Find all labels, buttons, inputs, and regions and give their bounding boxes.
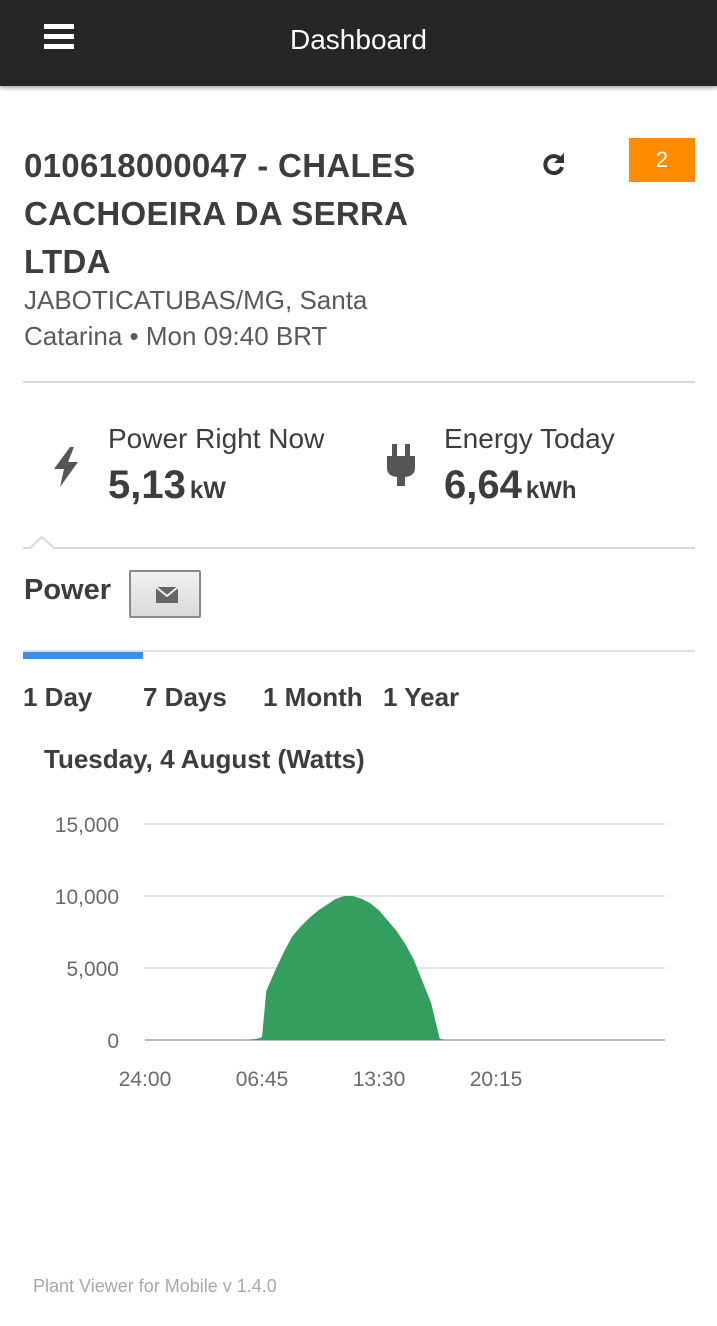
- email-report-button[interactable]: [129, 570, 201, 618]
- x-tick-label: 06:45: [236, 1068, 289, 1091]
- active-tab-indicator: [23, 652, 143, 659]
- selection-caret: [30, 535, 54, 549]
- energy-today-label: Energy Today: [444, 423, 615, 454]
- energy-today-unit: kWh: [525, 477, 577, 504]
- y-tick-label: 10,000: [55, 886, 119, 909]
- power-plug-icon: [387, 444, 415, 491]
- lightning-bolt-icon: [50, 447, 82, 492]
- power-now-label: Power Right Now: [108, 423, 325, 454]
- plant-title: 010618000047 - CHALES CACHOEIRA DA SERRA…: [24, 147, 416, 280]
- power-now-value: 5,13 kW: [108, 463, 226, 508]
- tab-1-month[interactable]: 1 Month: [263, 682, 363, 712]
- hamburger-menu-icon[interactable]: [40, 22, 78, 54]
- tab-1-year[interactable]: 1 Year: [383, 682, 460, 712]
- app-version-footer: Plant Viewer for Mobile v 1.4.0: [33, 1276, 277, 1296]
- plant-location: JABOTICATUBAS/MG, Santa Catarina • Mon 0…: [24, 285, 368, 351]
- header-divider: [23, 381, 695, 383]
- power-now-number: 5,13: [108, 463, 186, 507]
- energy-today-number: 6,64: [444, 463, 522, 507]
- y-tick-label: 15,000: [55, 814, 119, 837]
- x-tick-label: 24:00: [119, 1068, 172, 1091]
- x-tick-label: 20:15: [470, 1068, 523, 1091]
- tab-track: [23, 650, 695, 652]
- chart-title: Tuesday, 4 August (Watts): [44, 744, 365, 774]
- alert-count-badge[interactable]: 2: [629, 138, 695, 182]
- power-section-title: Power: [24, 574, 112, 606]
- app-header: Dashboard: [0, 0, 717, 86]
- power-area-series: [145, 896, 561, 1040]
- x-tick-label: 13:30: [353, 1068, 406, 1091]
- power-chart: 15,000 10,000 5,000 024:00 06:45 13:30 20:15: [55, 814, 665, 1091]
- power-now-unit: kW: [189, 477, 226, 504]
- refresh-icon[interactable]: [540, 150, 568, 178]
- energy-today-value: 6,64 kWh: [444, 463, 577, 508]
- y-tick-label: 0: [107, 1030, 119, 1053]
- tab-1-day[interactable]: 1 Day: [23, 682, 93, 712]
- page-title: Dashboard: [290, 24, 427, 55]
- stats-divider: [23, 547, 695, 549]
- y-tick-label: 5,000: [66, 958, 119, 981]
- tab-7-days[interactable]: 7 Days: [143, 682, 227, 712]
- envelope-icon: [156, 587, 178, 603]
